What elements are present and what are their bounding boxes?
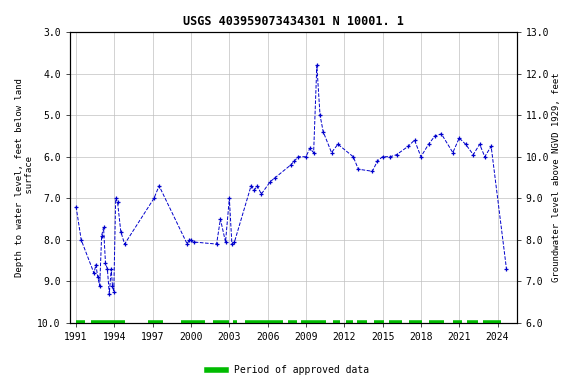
Title: USGS 403959073434301 N 10001. 1: USGS 403959073434301 N 10001. 1 [183,15,404,28]
Y-axis label: Depth to water level, feet below land
 surface: Depth to water level, feet below land su… [15,78,35,277]
Y-axis label: Groundwater level above NGVD 1929, feet: Groundwater level above NGVD 1929, feet [552,73,561,282]
Legend: Period of approved data: Period of approved data [203,361,373,379]
